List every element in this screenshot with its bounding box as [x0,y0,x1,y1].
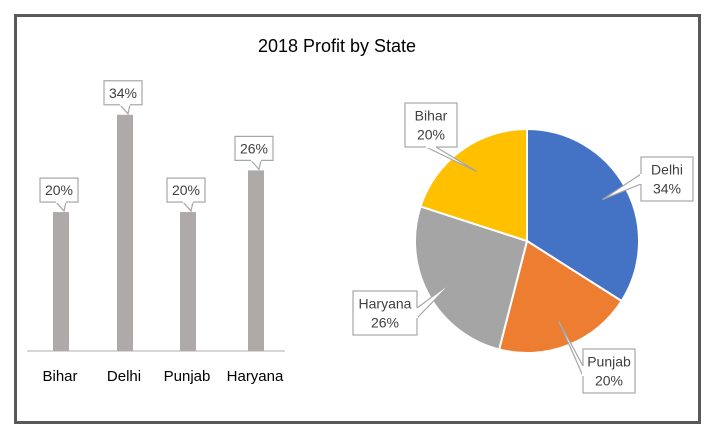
bar-data-label-punjab-value: 20% [172,182,200,198]
bar-data-label-punjab-box [166,177,206,203]
bar-punjab [180,212,196,351]
pie-data-label-punjab-category: Punjab [587,354,631,370]
x-tick-label: Punjab [164,368,211,385]
bar-haryana [248,170,264,351]
pie-slice-haryana [414,205,529,351]
pie-data-label-bihar-pointer [425,146,477,172]
pie-data-label-haryana: Haryana 26% [352,281,453,336]
pie-data-label-delhi-value: 34% [653,181,681,197]
bar-data-label-haryana-value: 26% [240,140,268,156]
bar-data-label-haryana: 26% [234,135,274,171]
x-tick-label: Haryana [227,368,284,385]
bar-delhi [117,114,133,351]
pie-data-label-bihar-box [404,102,458,148]
bar-data-label-bihar-value: 20% [45,182,73,198]
bar-data-label-delhi-box [103,80,143,106]
bar-data-label-delhi-pointer [119,104,131,116]
pie-data-label-punjab-box [582,348,636,394]
pie-data-label-punjab: Punjab 20% [558,320,636,394]
bar-data-label-delhi-value: 34% [109,85,137,101]
pie-data-label-haryana-box [352,290,418,336]
bar-data-label-bihar: 20% [39,177,79,213]
pie-data-label-delhi-category: Delhi [651,162,683,178]
pie-data-label-punjab-value: 20% [595,373,623,389]
pie-slice-punjab [497,239,623,354]
bar-data-label-bihar-pointer [55,201,67,213]
pie-data-label-punjab-pointer [558,320,584,377]
pie-data-label-haryana-category: Haryana [359,296,412,312]
bar-data-label-punjab-pointer [182,201,194,213]
pie-data-label-bihar-category: Bihar [415,108,448,124]
pie-data-label-bihar: Bihar 20% [404,102,477,172]
pie-data-label-haryana-pointer [416,281,453,319]
chart-frame: 2018 Profit by State Bihar 20% Delhi 34% Pun… [14,14,701,424]
bar-chart: Bihar 20% Delhi 34% Punjab 20% Haryana 26% [27,80,285,385]
bar-bihar [53,212,69,351]
bar-data-label-delhi: 34% [103,80,143,116]
x-tick-label: Bihar [42,368,77,385]
pie-data-label-delhi-pointer [602,173,642,201]
pie-data-label-delhi-box [640,156,694,202]
pie-data-label-delhi: Delhi 34% [602,156,694,202]
pie-slice-bihar [419,127,528,243]
bar-data-label-punjab: 20% [166,177,206,213]
pie-data-label-haryana-value: 26% [371,315,399,331]
pie-chart: Delhi 34% Punjab 20% Haryana 26% Bihar 20% [352,102,694,394]
pie-data-label-bihar-value: 20% [417,127,445,143]
x-tick-label: Delhi [107,368,141,385]
bar-data-label-haryana-pointer [250,159,262,171]
chart-canvas: 2018 Profit by State Bihar 20% Delhi 34% Pun… [27,36,694,394]
chart-title: 2018 Profit by State [258,36,416,56]
